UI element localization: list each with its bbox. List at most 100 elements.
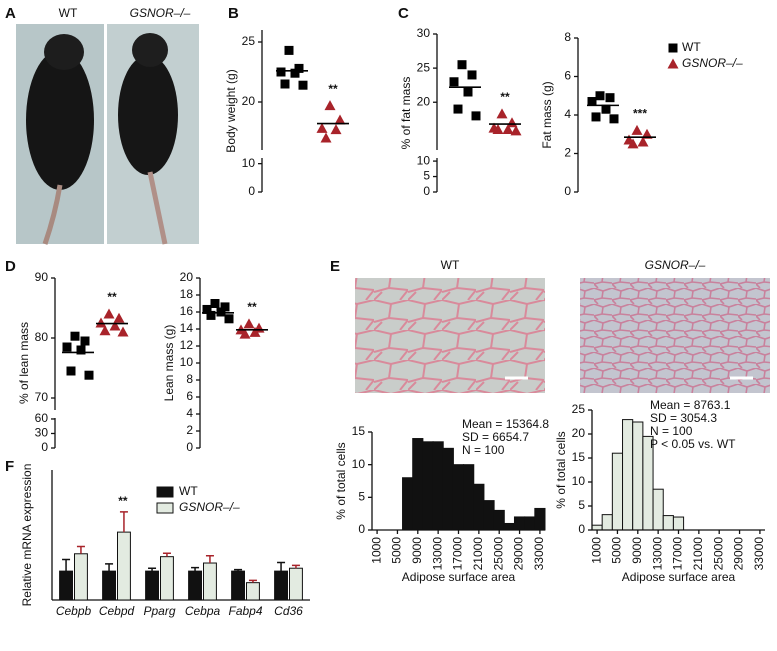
- bar: [452, 464, 465, 531]
- x-tick-label: 5000: [390, 537, 404, 564]
- point: [463, 87, 473, 97]
- bar: [160, 556, 174, 601]
- point: [587, 97, 597, 107]
- error-bar: [119, 511, 128, 533]
- y-tick-label: 0: [41, 440, 48, 454]
- y-axis-label: % of total cells: [334, 442, 348, 519]
- y-tick-label: 25: [417, 60, 431, 74]
- bar: [422, 441, 434, 531]
- y-tick-label: 18: [180, 287, 194, 301]
- x-axis-label: Adipose surface area: [622, 570, 736, 584]
- point: [210, 299, 220, 308]
- y-tick-label: 25: [572, 402, 586, 416]
- y-tick-label: 12: [180, 338, 194, 352]
- bar: [289, 567, 303, 601]
- point: [605, 93, 615, 103]
- point: [284, 45, 294, 55]
- point: [280, 79, 290, 89]
- point: [276, 67, 286, 77]
- y-tick-label: 70: [35, 390, 49, 404]
- y-tick-label: 0: [186, 440, 193, 454]
- y-tick-label: 80: [35, 330, 49, 344]
- y-tick-label: 10: [352, 457, 366, 471]
- x-tick-label: Cd36: [274, 604, 303, 618]
- significance: ***: [633, 107, 647, 121]
- x-tick-label: 9000: [630, 537, 644, 564]
- panel-label: D: [5, 258, 16, 275]
- point: [609, 114, 619, 124]
- bar: [591, 524, 603, 531]
- point: [294, 63, 304, 73]
- point: [80, 336, 90, 346]
- x-tick-label: 29000: [732, 537, 746, 571]
- bar: [473, 483, 485, 531]
- point: [492, 124, 504, 135]
- panel-label: F: [5, 458, 14, 475]
- point: [95, 317, 107, 328]
- error-bar: [234, 568, 243, 572]
- y-tick-label: 90: [35, 270, 49, 284]
- annotation: Mean = 15364.8: [462, 417, 549, 431]
- x-axis-label: Adipose surface area: [402, 570, 516, 584]
- significance: **: [247, 300, 257, 314]
- point: [496, 108, 508, 119]
- bar: [622, 419, 634, 531]
- panel-label: B: [228, 5, 239, 22]
- x-tick-label: 5000: [610, 537, 624, 564]
- y-tick-label: 20: [417, 94, 431, 108]
- bar: [102, 570, 116, 601]
- point: [502, 124, 514, 135]
- panel-label: C: [398, 5, 409, 22]
- y-tick-label: 6: [564, 69, 571, 83]
- bar: [188, 570, 203, 601]
- bar: [203, 562, 217, 601]
- bar: [246, 582, 260, 601]
- point: [99, 325, 111, 336]
- point: [109, 320, 121, 331]
- point: [334, 114, 346, 125]
- error-bar: [162, 552, 171, 557]
- bar: [632, 421, 644, 531]
- point: [637, 136, 649, 147]
- point: [601, 104, 611, 114]
- x-tick-label: Cebpd: [99, 604, 135, 618]
- y-tick-label: 20: [180, 270, 194, 284]
- significance: **: [328, 82, 338, 96]
- panel-label: A: [5, 5, 16, 22]
- y-tick-label: 10: [572, 474, 586, 488]
- x-tick-label: 21000: [471, 537, 485, 571]
- y-tick-label: 10: [242, 156, 256, 170]
- y-tick-label: 15: [352, 424, 366, 438]
- point: [298, 80, 308, 90]
- legend-label: WT: [682, 40, 701, 54]
- y-tick-label: 5: [578, 498, 585, 512]
- y-tick-label: 60: [35, 411, 49, 425]
- point: [457, 60, 467, 70]
- x-tick-label: Cebpa: [185, 604, 221, 618]
- point: [76, 345, 86, 355]
- x-tick-label: Fabp4: [228, 604, 262, 618]
- error-bar: [105, 563, 114, 572]
- x-tick-label: 29000: [512, 537, 526, 571]
- error-bar: [76, 545, 85, 554]
- point: [467, 70, 477, 80]
- x-tick-label: 17000: [451, 537, 465, 571]
- bar: [513, 516, 526, 531]
- point: [627, 138, 639, 149]
- y-tick-label: 30: [417, 26, 431, 40]
- y-tick-label: 15: [572, 450, 586, 464]
- bar: [611, 452, 624, 531]
- x-tick-label: 25000: [711, 537, 725, 571]
- bar: [442, 447, 454, 531]
- x-tick-label: 1000: [589, 537, 603, 564]
- point: [113, 312, 125, 323]
- y-tick-label: 30: [35, 426, 49, 440]
- y-axis-label: Lean mass (g): [162, 325, 176, 402]
- y-axis-label: % of total cells: [554, 431, 568, 508]
- bar: [524, 516, 536, 531]
- point: [66, 366, 76, 376]
- y-tick-label: 4: [564, 107, 571, 121]
- point: [595, 91, 605, 101]
- y-tick-label: 2: [564, 146, 571, 160]
- point: [206, 310, 216, 320]
